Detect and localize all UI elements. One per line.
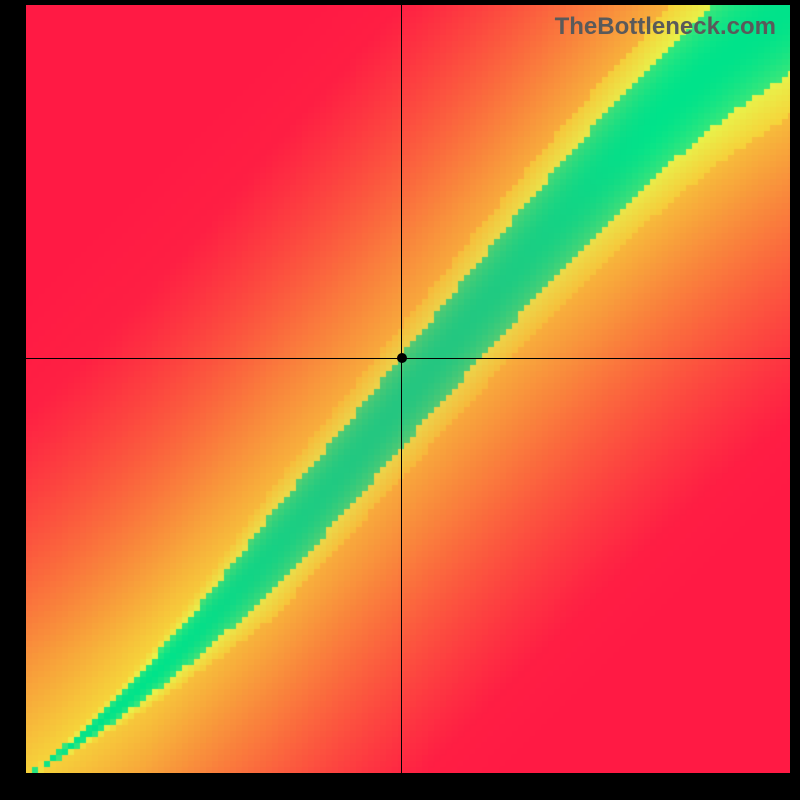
bottleneck-heatmap bbox=[26, 5, 790, 773]
crosshair-horizontal bbox=[26, 358, 790, 359]
watermark-text: TheBottleneck.com bbox=[555, 13, 776, 41]
crosshair-vertical bbox=[401, 5, 402, 773]
